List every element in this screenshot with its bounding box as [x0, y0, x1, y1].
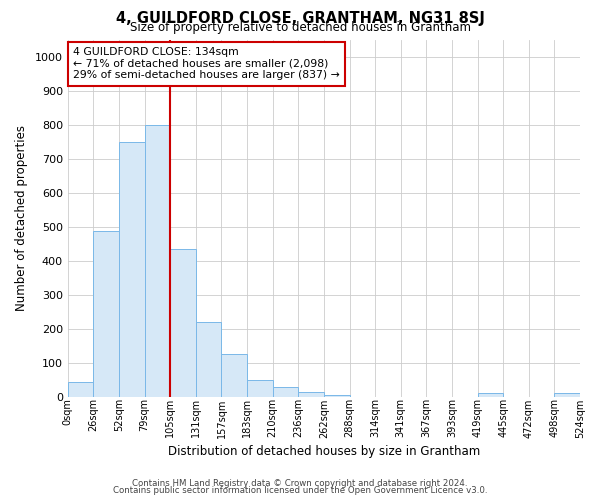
Bar	[94, 232, 119, 397]
Bar	[145, 125, 170, 397]
Bar	[478, 394, 503, 397]
X-axis label: Distribution of detached houses by size in Grantham: Distribution of detached houses by size …	[168, 444, 480, 458]
Text: Size of property relative to detached houses in Grantham: Size of property relative to detached ho…	[130, 22, 470, 35]
Y-axis label: Number of detached properties: Number of detached properties	[15, 126, 28, 312]
Bar	[170, 249, 196, 397]
Bar	[554, 394, 580, 397]
Text: 4 GUILDFORD CLOSE: 134sqm
← 71% of detached houses are smaller (2,098)
29% of se: 4 GUILDFORD CLOSE: 134sqm ← 71% of detac…	[73, 47, 340, 80]
Bar	[221, 354, 247, 397]
Bar	[324, 395, 350, 397]
Bar	[68, 382, 94, 397]
Bar	[298, 392, 324, 397]
Text: 4, GUILDFORD CLOSE, GRANTHAM, NG31 8SJ: 4, GUILDFORD CLOSE, GRANTHAM, NG31 8SJ	[116, 11, 484, 26]
Bar	[119, 142, 145, 397]
Text: Contains HM Land Registry data © Crown copyright and database right 2024.: Contains HM Land Registry data © Crown c…	[132, 478, 468, 488]
Bar	[272, 386, 298, 397]
Bar	[247, 380, 272, 397]
Bar	[196, 322, 221, 397]
Text: Contains public sector information licensed under the Open Government Licence v3: Contains public sector information licen…	[113, 486, 487, 495]
